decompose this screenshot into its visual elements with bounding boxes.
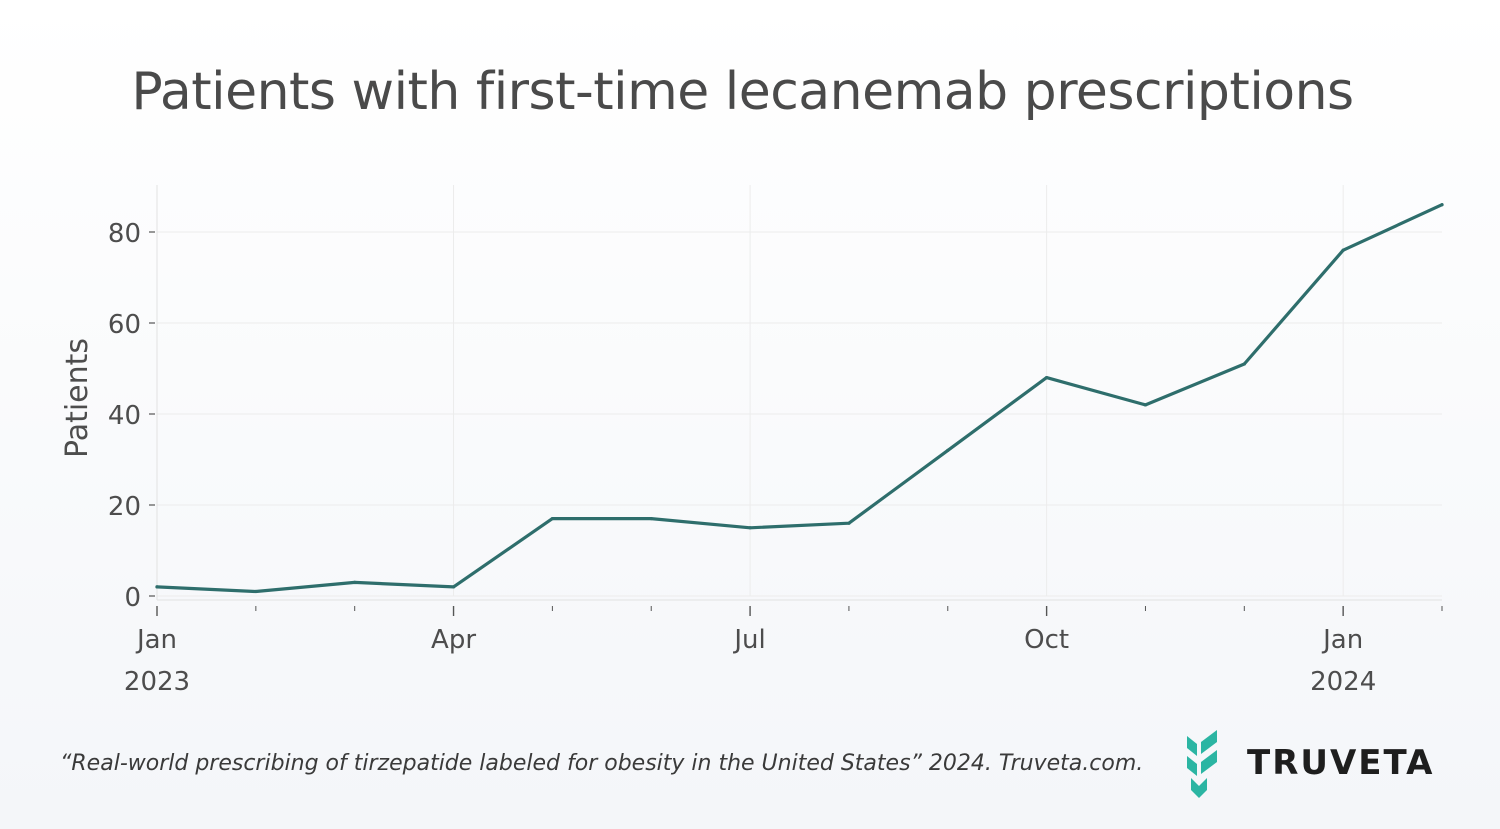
tick-labels: 0 20 40 60 80 Jan 2023 Apr Jul Oct Jan 2024	[108, 219, 1376, 697]
data-point	[649, 517, 653, 521]
logo-wordmark: TRUVETA	[1247, 743, 1435, 783]
y-tick-label: 40	[108, 401, 141, 431]
y-axis-label: Patients	[60, 338, 95, 458]
data-point	[1440, 203, 1444, 207]
data-point	[946, 448, 950, 452]
logo-chevron	[1191, 778, 1207, 798]
logo-chevron	[1187, 736, 1197, 756]
source-caption: “Real-world prescribing of tirzepatide l…	[60, 751, 1144, 776]
data-point	[748, 526, 752, 530]
logo-chevron	[1201, 730, 1217, 754]
chart-title: Patients with first-time lecanemab presc…	[131, 62, 1354, 122]
grid-lines	[156, 185, 1442, 597]
data-point	[1045, 376, 1049, 380]
series-layer	[155, 203, 1444, 594]
truveta-logo: TRUVETA	[1183, 726, 1453, 800]
data-point	[1143, 403, 1148, 407]
y-tick-label: 80	[108, 219, 141, 249]
axes	[149, 185, 1443, 616]
logo-chevron	[1187, 756, 1197, 776]
logo-chevron	[1201, 750, 1217, 774]
x-tick-label: Jul	[732, 625, 765, 655]
data-point	[847, 521, 851, 525]
data-point	[550, 517, 554, 521]
y-tick-label: 60	[108, 310, 141, 340]
truveta-leaf-icon	[1187, 730, 1217, 798]
x-tick-label: Jan	[135, 625, 177, 655]
x-tick-label: Jan	[1321, 625, 1363, 655]
y-tick-label: 0	[124, 583, 141, 613]
data-point	[451, 585, 456, 589]
data-point	[1341, 248, 1345, 252]
data-point	[155, 585, 159, 589]
series-line	[155, 203, 1444, 594]
data-point	[1242, 362, 1246, 366]
x-tick-label: Oct	[1024, 625, 1069, 655]
data-point	[353, 580, 357, 584]
x-tick-year-label: 2024	[1310, 667, 1376, 697]
x-tick-year-label: 2023	[124, 667, 190, 697]
y-tick-label: 20	[108, 492, 141, 522]
data-point	[254, 589, 258, 594]
x-tick-label: Apr	[431, 625, 476, 655]
